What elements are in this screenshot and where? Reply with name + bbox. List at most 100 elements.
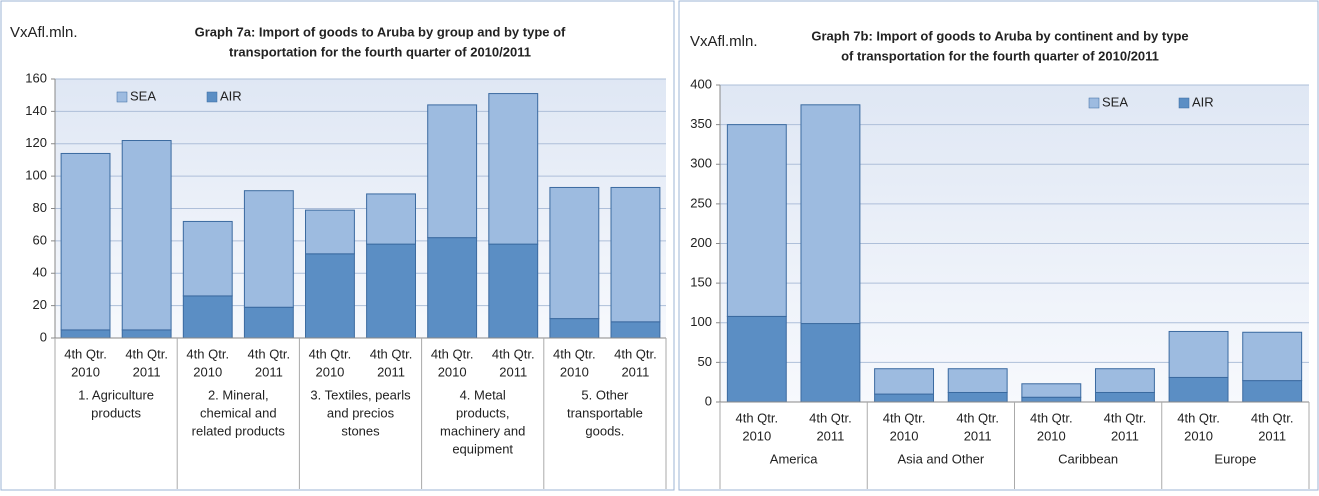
bar-segment — [549, 186, 600, 320]
bar-segment — [874, 393, 935, 403]
group-label: 5. Other — [581, 387, 629, 402]
x-tick-label: 2011 — [377, 364, 405, 379]
y-tick-label: 80 — [33, 200, 47, 215]
group-label: stones — [341, 423, 380, 438]
chart-title: Graph 7a: Import of goods to Aruba by gr… — [195, 24, 566, 39]
y-tick-label: 120 — [25, 135, 47, 150]
x-tick-label: 4th Qtr. — [64, 346, 107, 361]
legend-swatch — [206, 91, 218, 103]
x-tick-label: 2011 — [621, 364, 649, 379]
x-tick-label: 2010 — [742, 428, 771, 443]
x-tick-label: 4th Qtr. — [883, 410, 926, 425]
bar-segment — [427, 104, 478, 239]
bar-segment — [182, 295, 233, 339]
bar-segment — [1168, 376, 1229, 403]
x-tick-label: 4th Qtr. — [431, 346, 474, 361]
x-tick-label: 2010 — [1037, 428, 1066, 443]
bar-segment — [947, 391, 1008, 403]
legend-label: AIR — [1192, 94, 1214, 109]
bar-segment — [488, 243, 539, 339]
group-label: related products — [192, 423, 286, 438]
y-tick-label: 40 — [33, 265, 47, 280]
panel-frame — [678, 0, 1319, 491]
y-tick-label: 300 — [690, 156, 712, 171]
chart-title: transportation for the fourth quarter of… — [229, 44, 531, 59]
y-tick-label: 150 — [690, 275, 712, 290]
group-label: Europe — [1214, 451, 1256, 466]
x-tick-label: 4th Qtr. — [553, 346, 596, 361]
x-tick-label: 2011 — [1258, 428, 1286, 443]
group-label: 3. Textiles, pearls — [310, 387, 411, 402]
x-tick-label: 2011 — [816, 428, 844, 443]
x-tick-label: 4th Qtr. — [370, 346, 413, 361]
legend-label: SEA — [1102, 94, 1128, 109]
x-tick-label: 4th Qtr. — [1251, 410, 1294, 425]
legend-swatch — [116, 91, 128, 103]
group-label: Caribbean — [1058, 451, 1118, 466]
x-tick-label: 2010 — [438, 364, 467, 379]
x-tick-label: 4th Qtr. — [125, 346, 168, 361]
x-tick-label: 4th Qtr. — [1104, 410, 1147, 425]
y-tick-label: 0 — [40, 329, 47, 344]
bar-segment — [610, 321, 661, 339]
chart-title: Graph 7b: Import of goods to Aruba by co… — [811, 28, 1188, 43]
panel-frame — [0, 0, 675, 491]
y-tick-label: 100 — [25, 168, 47, 183]
x-tick-label: 4th Qtr. — [248, 346, 291, 361]
group-label: equipment — [452, 441, 513, 456]
x-tick-label: 2010 — [890, 428, 919, 443]
bar-segment — [1094, 368, 1155, 393]
group-label: machinery and — [440, 423, 525, 438]
x-tick-label: 2010 — [193, 364, 222, 379]
group-label: Asia and Other — [898, 451, 985, 466]
bar-segment — [1094, 391, 1155, 403]
y-tick-label: 350 — [690, 116, 712, 131]
bar-segment — [947, 368, 1008, 393]
y-tick-label: 50 — [698, 354, 712, 369]
x-tick-label: 2011 — [1111, 428, 1139, 443]
x-tick-label: 4th Qtr. — [492, 346, 535, 361]
bar-segment — [305, 253, 355, 339]
bar-segment — [121, 140, 172, 331]
group-label: and precios — [327, 405, 395, 420]
group-label: 4. Metal — [460, 387, 506, 402]
bar-segment — [305, 209, 355, 255]
bar-segment — [182, 220, 233, 297]
x-tick-label: 2011 — [499, 364, 527, 379]
bar-segment — [1021, 383, 1082, 398]
x-tick-label: 2010 — [560, 364, 589, 379]
bar-segment — [243, 190, 294, 308]
group-label: 2. Mineral, — [208, 387, 269, 402]
x-tick-label: 4th Qtr. — [1177, 410, 1220, 425]
bar-segment — [60, 329, 111, 339]
group-label: goods. — [585, 423, 624, 438]
group-label: transportable — [567, 405, 643, 420]
group-label: 1. Agriculture — [78, 387, 154, 402]
y-axis-unit: VxAfl.mln. — [690, 33, 758, 50]
bar-segment — [874, 368, 935, 395]
bar-segment — [1242, 331, 1303, 382]
y-tick-label: 100 — [690, 314, 712, 329]
legend-swatch — [1088, 97, 1100, 109]
bar-segment — [366, 193, 416, 245]
x-tick-label: 4th Qtr. — [956, 410, 999, 425]
bar-segment — [549, 318, 600, 339]
x-tick-label: 2011 — [255, 364, 283, 379]
x-tick-label: 2010 — [315, 364, 344, 379]
group-label: chemical and — [200, 405, 277, 420]
group-label: products, — [456, 405, 509, 420]
y-tick-label: 20 — [33, 297, 47, 312]
bar-segment — [726, 315, 787, 403]
legend-label: AIR — [220, 88, 242, 103]
bar-segment — [800, 323, 861, 403]
bar-segment — [243, 306, 294, 339]
y-axis-unit: VxAfl.mln. — [10, 24, 78, 41]
group-label: products — [91, 405, 141, 420]
bar-segment — [427, 237, 478, 339]
y-tick-label: 400 — [690, 76, 712, 91]
x-tick-label: 4th Qtr. — [614, 346, 657, 361]
x-tick-label: 4th Qtr. — [809, 410, 852, 425]
legend-swatch — [1178, 97, 1190, 109]
y-tick-label: 160 — [25, 70, 47, 85]
